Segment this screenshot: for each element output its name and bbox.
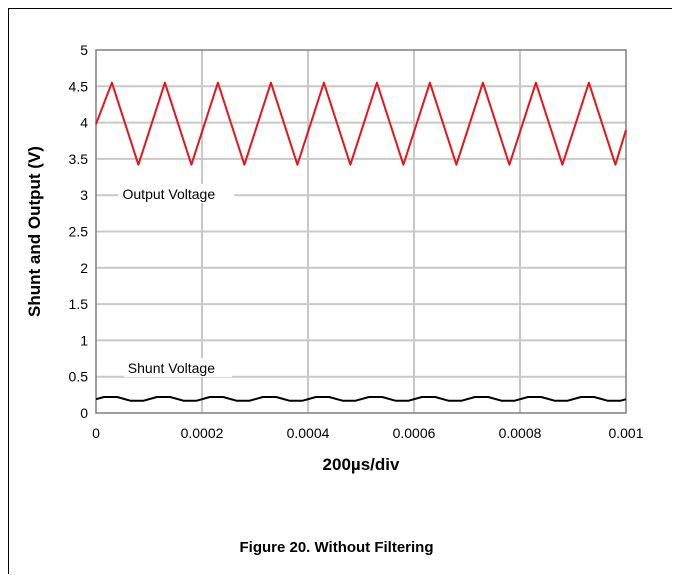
y-tick-label: 2.5 [69,224,89,240]
figure-frame [8,8,672,574]
annotation-background [118,183,235,203]
output-voltage-line [95,81,627,166]
y-tick-label: 3 [80,187,88,203]
y-tick-label: 1.5 [69,296,89,312]
x-tick-label: 0 [92,425,100,441]
x-tick-label: 0.001 [608,425,643,441]
y-tick-label: 3.5 [69,151,89,167]
plot-area-border [95,49,627,414]
y-tick-label: 0 [80,405,88,421]
annotation-background [123,358,232,378]
shunt-voltage-label: Shunt Voltage [128,360,215,376]
x-tick-label: 0.0006 [393,425,436,441]
shunt-voltage-line [95,396,627,402]
y-tick-label: 0.5 [69,369,89,385]
y-tick-label: 5 [80,42,88,58]
y-tick-label: 4.5 [69,78,89,94]
x-tick-label: 0.0004 [287,425,330,441]
y-tick-label: 2 [80,260,88,276]
figure-caption: Figure 20. Without Filtering [239,539,434,556]
y-axis-title: Shunt and Output (V) [25,146,44,317]
x-tick-label: 0.0008 [499,425,542,441]
output-voltage-label: Output Voltage [123,186,216,202]
x-tick-label: 0.0002 [181,425,224,441]
y-tick-label: 1 [80,332,88,348]
y-tick-label: 4 [80,115,88,131]
x-axis-title: 200µs/div [323,455,400,474]
